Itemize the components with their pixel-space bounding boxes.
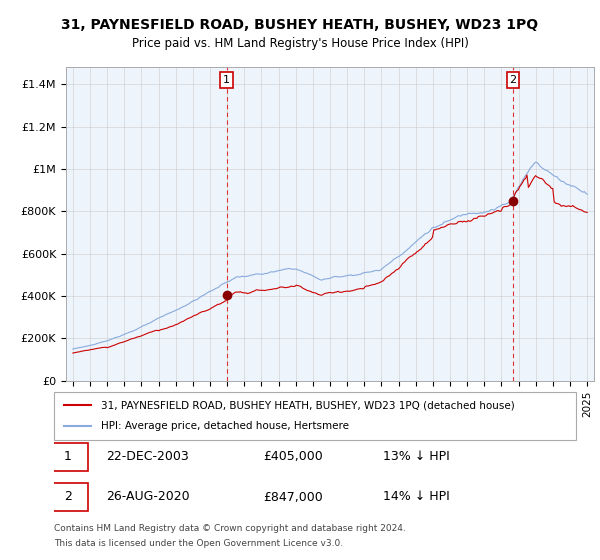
FancyBboxPatch shape bbox=[49, 483, 88, 511]
Text: 2: 2 bbox=[64, 491, 72, 503]
Text: £405,000: £405,000 bbox=[263, 450, 323, 464]
Text: 1: 1 bbox=[223, 74, 230, 85]
Text: Price paid vs. HM Land Registry's House Price Index (HPI): Price paid vs. HM Land Registry's House … bbox=[131, 36, 469, 50]
Text: 31, PAYNESFIELD ROAD, BUSHEY HEATH, BUSHEY, WD23 1PQ (detached house): 31, PAYNESFIELD ROAD, BUSHEY HEATH, BUSH… bbox=[101, 400, 515, 410]
FancyBboxPatch shape bbox=[54, 392, 576, 440]
Text: HPI: Average price, detached house, Hertsmere: HPI: Average price, detached house, Hert… bbox=[101, 421, 349, 431]
Text: 1: 1 bbox=[64, 450, 72, 464]
Text: 22-DEC-2003: 22-DEC-2003 bbox=[106, 450, 189, 464]
Text: 13% ↓ HPI: 13% ↓ HPI bbox=[383, 450, 449, 464]
Text: This data is licensed under the Open Government Licence v3.0.: This data is licensed under the Open Gov… bbox=[54, 539, 343, 548]
Text: 31, PAYNESFIELD ROAD, BUSHEY HEATH, BUSHEY, WD23 1PQ: 31, PAYNESFIELD ROAD, BUSHEY HEATH, BUSH… bbox=[61, 18, 539, 32]
Text: £847,000: £847,000 bbox=[263, 491, 323, 503]
Text: 14% ↓ HPI: 14% ↓ HPI bbox=[383, 491, 449, 503]
FancyBboxPatch shape bbox=[49, 443, 88, 471]
Text: 26-AUG-2020: 26-AUG-2020 bbox=[106, 491, 190, 503]
Text: 2: 2 bbox=[509, 74, 517, 85]
Text: Contains HM Land Registry data © Crown copyright and database right 2024.: Contains HM Land Registry data © Crown c… bbox=[54, 524, 406, 533]
